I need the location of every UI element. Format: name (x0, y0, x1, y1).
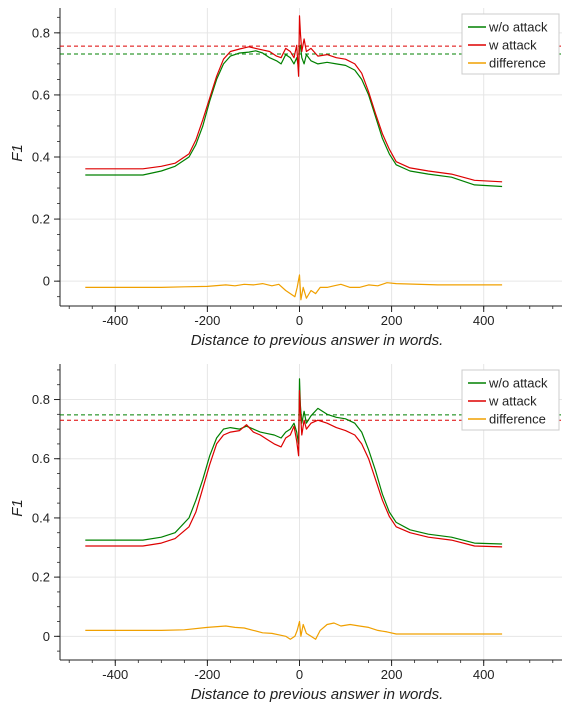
panel-1: -400 -200 0 200 400 0 0.2 0.4 0.6 0.8 Distance to … (9, 8, 562, 349)
series-line (85, 44, 503, 188)
legend-box (461, 369, 560, 431)
legend: w/o attack w attack difference (461, 13, 560, 75)
legend-label: difference (489, 412, 546, 427)
legend-label: w attack (488, 38, 537, 53)
x-tick-label: 0 (296, 313, 303, 328)
legend-label: w attack (488, 394, 537, 409)
x-tick-label: 400 (473, 667, 495, 682)
series-line (85, 15, 503, 183)
legend-label: w/o attack (488, 20, 548, 35)
legend: w/o attack w attack difference (461, 369, 560, 431)
y-tick-label: 0.2 (32, 212, 50, 227)
series-line (85, 274, 503, 301)
legend-label: difference (489, 56, 546, 71)
x-axis-label: Distance to previous answer in words. (191, 332, 444, 349)
x-tick-label: -200 (194, 667, 220, 682)
x-tick-label: 200 (381, 313, 403, 328)
y-tick-label: 0.8 (32, 392, 50, 407)
y-tick-label: 0.6 (32, 451, 50, 466)
panel-2: -400 -200 0 200 400 0 0.2 0.4 0.6 0.8 Distance to … (9, 364, 562, 703)
x-axis-label: Distance to previous answer in words. (191, 686, 444, 702)
x-tick-label: -400 (102, 313, 128, 328)
x-tick-label: 0 (296, 667, 303, 682)
x-tick-label: 200 (381, 667, 403, 682)
y-tick-label: 0 (43, 629, 50, 644)
y-tick-label: 0.6 (32, 87, 50, 102)
y-tick-label: 0.4 (32, 150, 50, 165)
series-line (85, 390, 503, 548)
y-tick-label: 0 (43, 274, 50, 289)
series-line (85, 620, 503, 640)
y-axis-label: F1 (9, 499, 26, 517)
y-tick-label: 0.8 (32, 25, 50, 40)
legend-box (461, 13, 560, 75)
x-tick-label: -400 (102, 667, 128, 682)
x-tick-label: -200 (194, 313, 220, 328)
y-tick-label: 0.2 (32, 570, 50, 585)
series-line (85, 378, 503, 545)
y-axis-label: F1 (9, 144, 26, 162)
y-tick-label: 0.4 (32, 510, 50, 525)
x-tick-label: 400 (473, 313, 495, 328)
legend-label: w/o attack (488, 376, 548, 391)
